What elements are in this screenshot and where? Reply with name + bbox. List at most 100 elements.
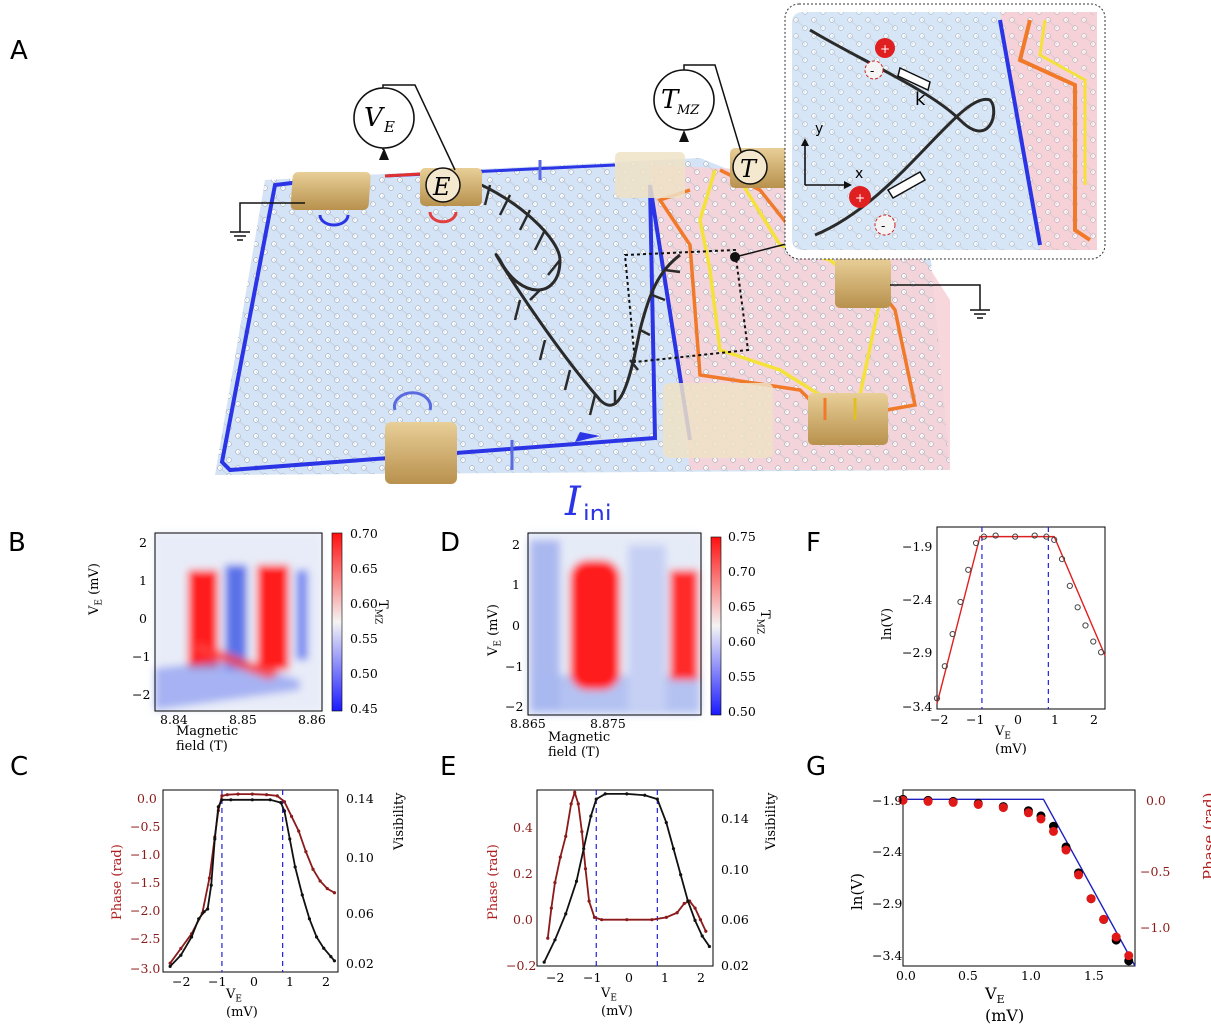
- point-E-0-21: [704, 929, 708, 933]
- point-C-1-12: [268, 798, 272, 802]
- point-C-1-6: [209, 883, 213, 887]
- point-G-1-7: [1048, 821, 1058, 831]
- point-G-2-3: [973, 799, 983, 809]
- point-E-0-9: [583, 867, 588, 871]
- contact-t-label: T: [740, 155, 758, 183]
- point-C-0-7: [220, 794, 224, 798]
- point-C-0-4: [207, 876, 212, 880]
- contact-e-marker: E: [425, 167, 461, 203]
- point-F-1-11: [1051, 536, 1058, 543]
- point-F-1-1: [941, 663, 948, 670]
- point-E-1-1: [553, 938, 557, 942]
- point-C-0-10: [250, 792, 254, 796]
- point-G-2-13: [1124, 951, 1134, 961]
- point-E-0-0: [546, 936, 550, 940]
- contact-e-label: E: [432, 173, 451, 201]
- point-F-1-14: [1074, 604, 1081, 611]
- wavevector-label: k: [915, 89, 926, 110]
- point-C-0-5: [213, 835, 217, 839]
- point-E-0-16: [675, 911, 679, 915]
- panel-label-g: G: [806, 752, 827, 782]
- point-G-1-8: [1061, 842, 1071, 852]
- point-F-1-5: [972, 539, 980, 547]
- point-G-2-4: [998, 803, 1008, 813]
- point-G-2-6: [1036, 814, 1046, 824]
- point-G-2-2: [948, 797, 958, 807]
- point-F-1-7: [992, 532, 999, 539]
- point-G-2-10: [1086, 894, 1096, 904]
- contact-bottom: [385, 422, 457, 484]
- point-E-1-3: [574, 879, 579, 883]
- series-G-0: [903, 798, 1136, 967]
- point-C-1-17: [300, 893, 304, 897]
- point-E-0-18: [688, 899, 692, 903]
- point-C-1-5: [206, 907, 210, 911]
- point-C-1-14: [282, 809, 287, 813]
- series-E-1: [543, 793, 711, 963]
- svg-text:+: +: [880, 42, 890, 56]
- axis-x-label: x: [855, 166, 863, 182]
- svg-text:inj: inj: [583, 500, 612, 520]
- point-C-0-19: [325, 887, 329, 891]
- point-F-1-4: [965, 566, 972, 573]
- point-E-0-17: [682, 901, 686, 906]
- point-G-2-11: [1099, 914, 1109, 924]
- point-E-0-20: [698, 918, 703, 922]
- axes-f: [936, 526, 1106, 710]
- point-E-0-14: [650, 918, 654, 922]
- point-F-1-6: [980, 533, 987, 540]
- device-schematic: V E T MZ E T I inj: [215, 3, 1106, 520]
- point-G-1-5: [1023, 806, 1033, 816]
- point-C-0-18: [318, 879, 322, 883]
- point-C-0-6: [216, 808, 220, 813]
- point-C-0-12: [275, 794, 279, 798]
- contact-top-right: [615, 152, 685, 198]
- point-E-1-15: [693, 918, 697, 922]
- point-C-0-1: [179, 946, 183, 951]
- point-E-1-16: [700, 934, 704, 938]
- meter-tmz-sub: MZ: [676, 103, 700, 118]
- point-G-1-10: [1086, 894, 1096, 904]
- svg-text:+: +: [855, 191, 865, 205]
- point-E-0-1: [549, 906, 553, 910]
- point-F-1-2: [949, 630, 956, 638]
- point-E-1-2: [564, 912, 568, 916]
- heatmap-d: [527, 532, 722, 716]
- point-G-2-7: [1048, 826, 1058, 836]
- point-C-1-19: [314, 935, 319, 939]
- point-G-1-12: [1111, 935, 1121, 945]
- point-E-0-10: [587, 899, 591, 903]
- axes-c: [162, 789, 339, 973]
- point-C-0-11: [264, 793, 269, 797]
- point-E-0-13: [625, 918, 629, 922]
- point-C-0-14: [289, 814, 294, 819]
- panel-label-e: E: [440, 752, 457, 782]
- contact-bottom-right: [808, 393, 888, 445]
- point-E-1-17: [707, 944, 712, 949]
- point-C-0-13: [282, 800, 287, 804]
- point-C-1-4: [202, 910, 206, 914]
- panel-label-d: D: [440, 528, 461, 558]
- point-E-0-8: [580, 830, 584, 834]
- point-F-1-10: [1043, 533, 1050, 540]
- point-F-1-16: [1090, 638, 1097, 645]
- point-C-0-16: [304, 850, 308, 854]
- ground-right-icon: [890, 284, 990, 319]
- point-F-1-17: [1097, 649, 1105, 656]
- point-G-1-11: [1099, 914, 1109, 924]
- panel-label-c: C: [10, 752, 29, 782]
- point-E-0-12: [600, 918, 604, 922]
- point-G-2-9: [1074, 870, 1084, 880]
- zoom-inset: + - k + - y x: [784, 3, 1106, 260]
- point-F-1-9: [1031, 532, 1038, 539]
- point-E-0-5: [569, 802, 573, 806]
- point-E-1-6: [594, 797, 598, 801]
- point-C-0-3: [200, 911, 204, 915]
- point-C-0-2: [189, 932, 194, 936]
- point-F-1-3: [957, 598, 964, 606]
- panel-label-a: A: [10, 36, 28, 66]
- series-F-0: [936, 535, 1106, 704]
- contact-mid-bottom: [663, 383, 773, 458]
- point-E-1-5: [589, 814, 593, 818]
- svg-text:-: -: [870, 64, 874, 78]
